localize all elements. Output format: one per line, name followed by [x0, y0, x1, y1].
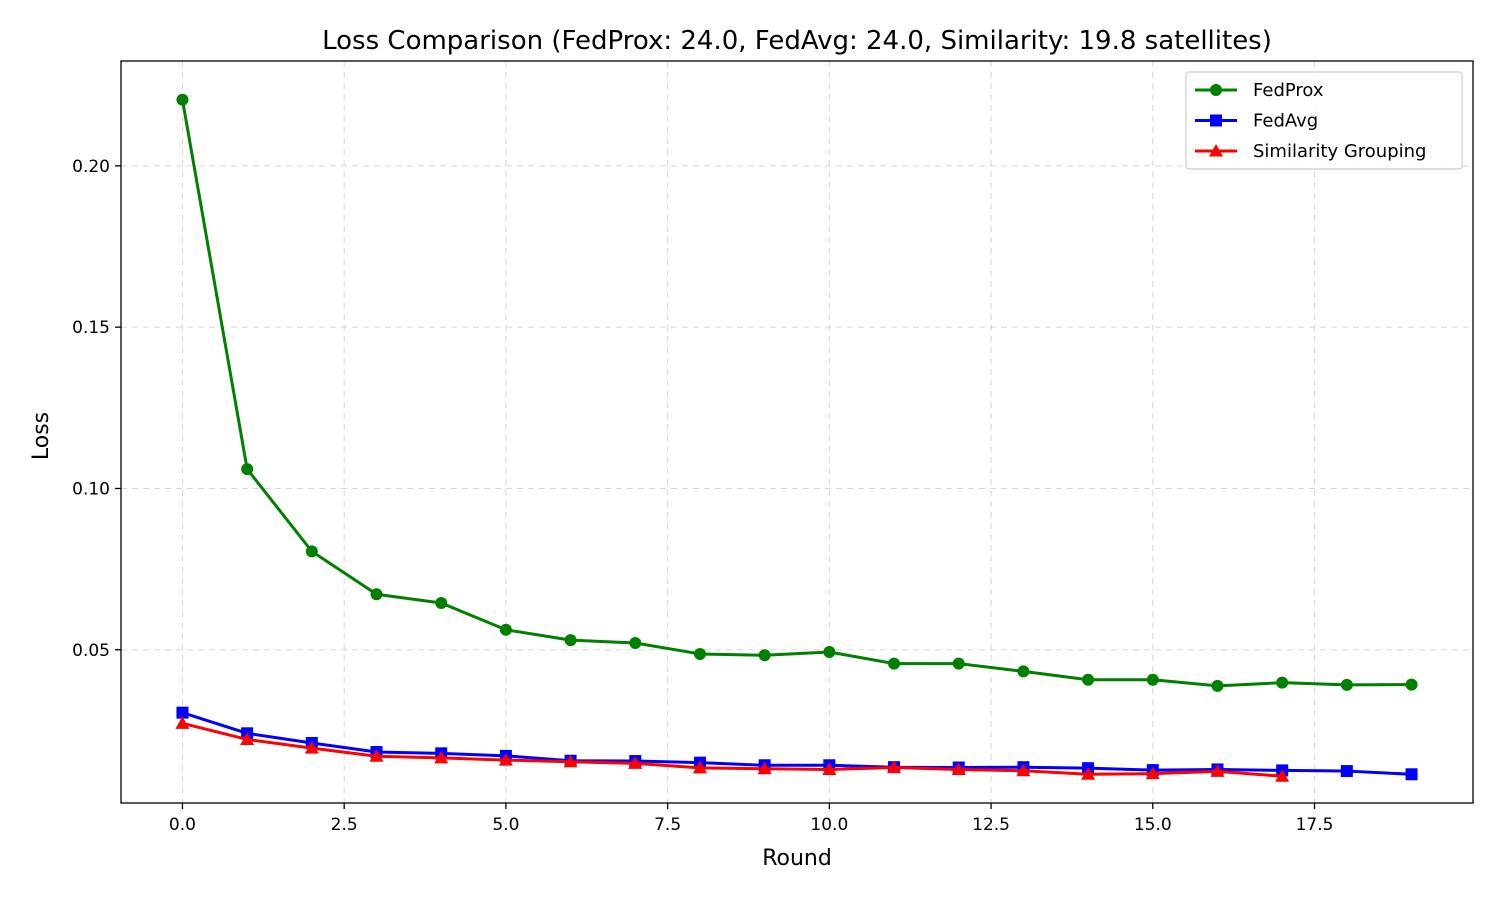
similarity-grouping-point — [240, 732, 255, 745]
x-tick-label: 12.5 — [972, 815, 1010, 835]
fedprox-point — [1405, 678, 1418, 691]
y-tick-label: 0.15 — [72, 318, 110, 338]
legend-entry-similarity-grouping: Similarity Grouping — [1195, 141, 1426, 162]
x-tick-label: 17.5 — [1296, 815, 1334, 835]
chart-title: Loss Comparison (FedProx: 24.0, FedAvg: … — [322, 26, 1272, 56]
fedavg-point — [1405, 768, 1418, 781]
legend-label: Similarity Grouping — [1253, 141, 1426, 162]
legend-marker — [1209, 144, 1223, 157]
x-tick-label: 7.5 — [654, 815, 681, 835]
legend-marker — [1210, 84, 1222, 96]
x-tick-label: 5.0 — [492, 815, 519, 835]
x-axis-label: Round — [762, 846, 832, 871]
fedprox-point — [1017, 665, 1030, 678]
legend-marker — [1210, 114, 1222, 127]
fedprox-line — [180, 99, 1412, 688]
axis-ticks: 0.0 2.5 5.0 7.5 10.0 12.5 15.0 17.5 0.05 0.10 0.15… — [72, 157, 1333, 835]
fedprox-point — [952, 657, 965, 670]
fedprox-point — [629, 636, 642, 649]
y-tick-label: 0.20 — [72, 157, 110, 177]
similarity-grouping-point — [692, 760, 707, 774]
grid-lines — [121, 61, 1473, 803]
fedprox-point — [499, 623, 512, 636]
fedavg-line — [181, 711, 1412, 776]
similarity-grouping-point — [304, 741, 319, 754]
similarity-grouping-point — [369, 749, 384, 762]
fedprox-point — [1340, 678, 1353, 691]
similarity-grouping-point — [1081, 767, 1096, 780]
plot-frame — [120, 60, 1474, 804]
y-tick-label: 0.05 — [72, 641, 110, 661]
x-tick-label: 15.0 — [1134, 815, 1172, 835]
series-layer — [175, 93, 1418, 782]
fedprox-point — [1082, 673, 1095, 686]
fedprox-point — [1211, 679, 1224, 692]
fedprox-point — [241, 463, 254, 476]
y-axis-label: Loss — [29, 412, 54, 460]
similarity-grouping-point — [951, 762, 966, 775]
series-fedprox — [176, 93, 1418, 692]
legend-label: FedAvg — [1253, 111, 1318, 132]
legend: FedProx FedAvg Similarity Grouping — [1185, 71, 1463, 170]
fedavg-point — [1340, 765, 1353, 778]
similarity-grouping-point — [822, 762, 837, 775]
series-similarity-grouping — [175, 716, 1290, 782]
legend-entry-fedprox: FedProx — [1195, 80, 1324, 101]
similarity-grouping-point — [563, 754, 578, 768]
fedprox-point — [758, 649, 771, 662]
similarity-grouping-point — [175, 716, 190, 729]
fedprox-point — [693, 647, 706, 660]
legend-label: FedProx — [1253, 80, 1324, 101]
fedprox-point — [435, 596, 448, 609]
x-tick-label: 10.0 — [810, 815, 848, 835]
similarity-grouping-point — [1210, 764, 1225, 777]
fedprox-point — [1276, 676, 1289, 689]
similarity-grouping-point — [757, 761, 772, 775]
legend-box — [1185, 71, 1463, 170]
fedprox-point — [305, 545, 318, 558]
legend-entry-fedavg: FedAvg — [1195, 111, 1318, 132]
similarity-grouping-point — [628, 756, 643, 769]
y-tick-label: 0.10 — [72, 479, 110, 499]
x-tick-label: 2.5 — [331, 815, 358, 835]
similarity-grouping-line — [182, 721, 1283, 778]
similarity-grouping-point — [434, 750, 449, 764]
x-tick-label: 0.0 — [169, 815, 196, 835]
fedavg-point — [176, 706, 189, 719]
similarity-grouping-point — [1016, 763, 1031, 777]
similarity-grouping-point — [887, 760, 902, 774]
fedprox-point — [1146, 673, 1159, 686]
similarity-grouping-point — [498, 753, 513, 766]
similarity-grouping-point — [1145, 766, 1160, 780]
fedprox-point — [176, 93, 189, 106]
fedprox-point — [370, 588, 383, 601]
similarity-grouping-point — [1275, 769, 1290, 782]
fedprox-point — [888, 657, 901, 670]
fedprox-point — [823, 646, 836, 659]
fedprox-point — [564, 634, 577, 647]
